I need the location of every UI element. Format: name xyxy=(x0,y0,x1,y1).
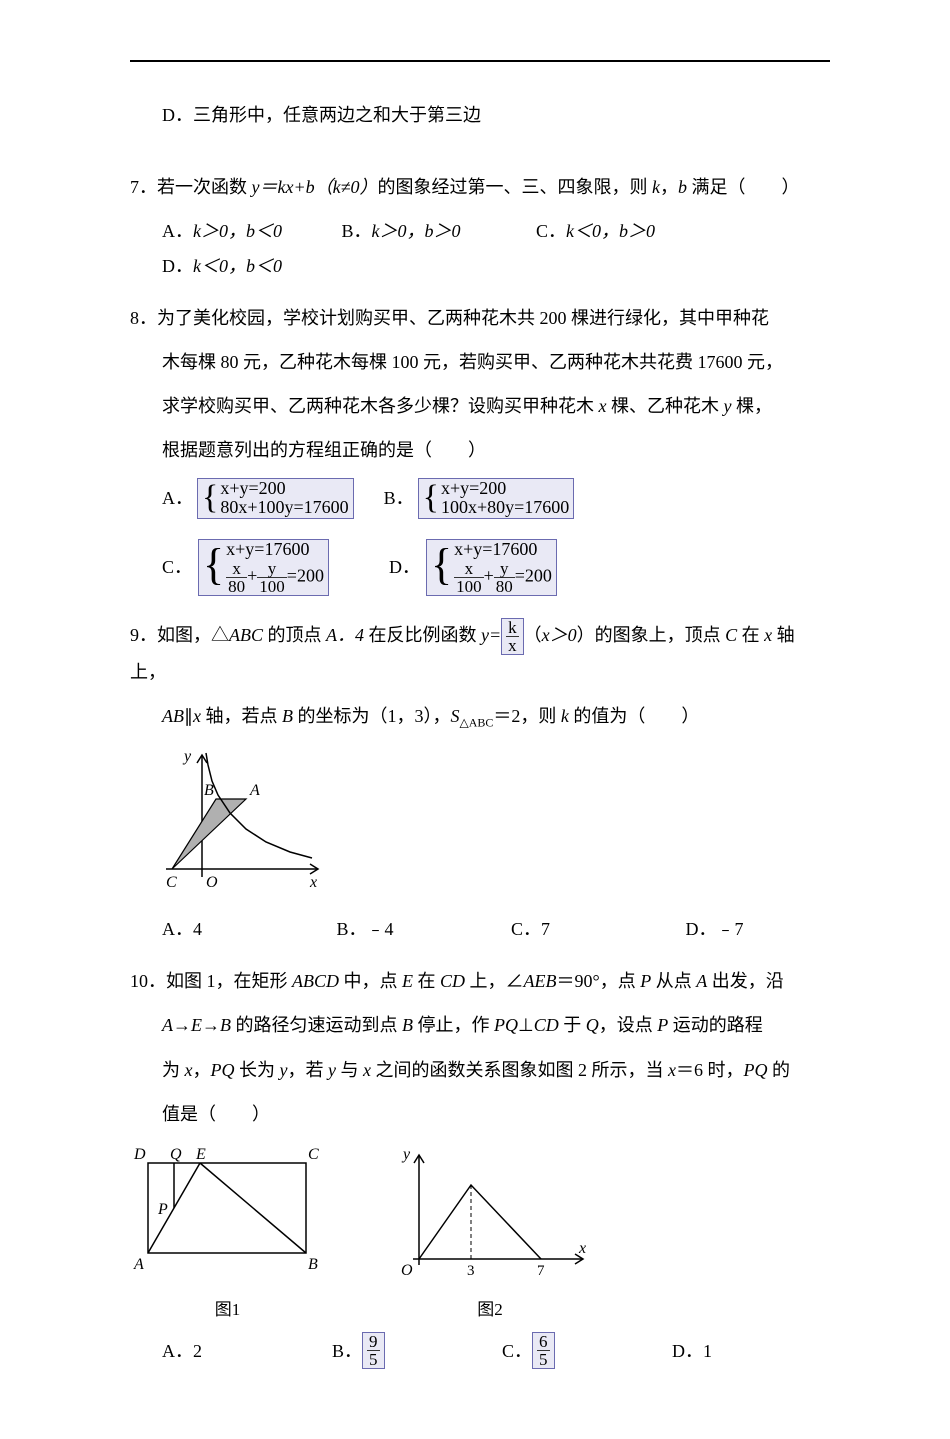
svg-text:x: x xyxy=(578,1240,586,1257)
caption2: 图2 xyxy=(385,1294,595,1326)
system-C: { x+y=17600 x80+y100=200 xyxy=(198,539,329,596)
q9-C: C．7 xyxy=(511,912,681,946)
svg-text:O: O xyxy=(401,1262,413,1279)
q10-svg1: A B C D EQ P xyxy=(130,1141,325,1281)
q10-line3: 为 x，PQ 长为 y，若 y 与 x 之间的函数关系图象如图 2 所示，当 x… xyxy=(130,1053,830,1087)
svg-text:Q: Q xyxy=(170,1146,182,1163)
top-rule xyxy=(130,60,830,62)
svg-text:x: x xyxy=(309,874,317,891)
q8-row1: A． { x+y=200 80x+100y=17600 B． { x+y=200… xyxy=(130,478,830,520)
svg-text:B: B xyxy=(308,1256,318,1273)
q8-line1: 8．为了美化校园，学校计划购买甲、乙两种花木共 200 棵进行绿化，其中甲种花 xyxy=(130,301,830,335)
q8-line2: 木每棵 80 元，乙种花木每棵 100 元，若购买甲、乙两种花木共花费 1760… xyxy=(130,345,830,379)
expr: y＝kx+b（k≠0） xyxy=(252,177,378,197)
q10-svg2: Ox y 3 7 xyxy=(385,1141,595,1281)
q10-line1: 10．如图 1，在矩形 ABCD 中，点 E 在 CD 上，∠AEB＝90°，点… xyxy=(130,964,830,998)
q8-D: D． { x+y=17600 x100+y80=200 xyxy=(389,539,557,596)
q10-C: C．65 xyxy=(502,1332,672,1369)
q10-fig2-wrap: Ox y 3 7 图2 xyxy=(385,1141,595,1326)
q10-line2: A→E→B 的路径匀速运动到点 B 停止，作 PQ⊥CD 于 Q，设点 P 运动… xyxy=(130,1008,830,1042)
q7-stem: 7．若一次函数 y＝kx+b（k≠0）的图象经过第一、三、四象限，则 k，b 满… xyxy=(130,170,830,204)
q9-A: A．4 xyxy=(162,912,332,946)
page: D．三角形中，任意两边之和大于第三边 7．若一次函数 y＝kx+b（k≠0）的图… xyxy=(0,0,950,1439)
svg-text:C: C xyxy=(166,874,177,891)
q9-B: B．﹣4 xyxy=(337,912,507,946)
q9-line1: 9．如图，△ABC 的顶点 A．4 在反比例函数 y=kx（x＞0）的图象上，顶… xyxy=(130,618,830,690)
q7-D: D．k＜0，b＜0 xyxy=(162,249,282,283)
q10-A: A．2 xyxy=(162,1334,332,1368)
q9-line2: AB∥x 轴，若点 B 的坐标为（1，3），S△ABC＝2，则 k 的值为（ ） xyxy=(130,699,830,734)
svg-text:B: B xyxy=(204,782,214,799)
v: k xyxy=(652,177,660,197)
svg-text:E: E xyxy=(195,1146,206,1163)
v: b xyxy=(678,177,687,197)
svg-text:3: 3 xyxy=(467,1263,475,1279)
opt-text: ．三角形中，任意两边之和大于第三边 xyxy=(175,105,481,125)
q8-line4: 根据题意列出的方程组正确的是（ ） xyxy=(130,433,830,467)
q9-D: D．﹣7 xyxy=(686,912,744,946)
q8-B: B． { x+y=200 100x+80y=17600 xyxy=(384,478,575,520)
t: 7．若一次函数 xyxy=(130,177,252,197)
svg-text:P: P xyxy=(157,1201,168,1218)
system-D: { x+y=17600 x100+y80=200 xyxy=(426,539,557,596)
q6-option-d: D．三角形中，任意两边之和大于第三边 xyxy=(130,98,830,132)
system-A: { x+y=200 80x+100y=17600 xyxy=(197,478,354,520)
q9-figure: y x O C B A xyxy=(154,745,830,906)
svg-text:7: 7 xyxy=(537,1263,545,1279)
t: 的图象经过第一、三、四象限，则 xyxy=(377,177,652,197)
q8-C: C． { x+y=17600 x80+y100=200 xyxy=(162,539,329,596)
svg-text:D: D xyxy=(133,1146,146,1163)
q9-options: A．4 B．﹣4 C．7 D．﹣7 xyxy=(130,912,830,946)
system-B: { x+y=200 100x+80y=17600 xyxy=(418,478,575,520)
svg-text:A: A xyxy=(249,782,260,799)
q10-options: A．2 B．95 C．65 D．1 xyxy=(130,1332,830,1369)
q10-D: D．1 xyxy=(672,1334,712,1368)
opt-letter: D xyxy=(162,105,175,125)
svg-text:O: O xyxy=(206,874,218,891)
q10-figures: A B C D EQ P 图1 Ox y 3 7 图2 xyxy=(130,1141,830,1326)
svg-text:C: C xyxy=(308,1146,319,1163)
caption1: 图1 xyxy=(130,1294,325,1326)
q10-line4: 值是（ ） xyxy=(130,1097,830,1131)
q10-B: B．95 xyxy=(332,1332,502,1369)
q8-row2: C． { x+y=17600 x80+y100=200 D． { x+y=176… xyxy=(130,539,830,596)
q7-A: A．k＞0，b＜0 xyxy=(162,214,337,248)
svg-text:y: y xyxy=(182,748,192,765)
t: 满足（ ） xyxy=(687,177,800,197)
q8-A: A． { x+y=200 80x+100y=17600 xyxy=(162,478,354,520)
q7-C: C．k＜0，b＞0 xyxy=(536,214,711,248)
q7-B: B．k＞0，b＞0 xyxy=(342,214,532,248)
q8-line3: 求学校购买甲、乙两种花木各多少棵？设购买甲种花木 x 棵、乙种花木 y 棵， xyxy=(130,389,830,423)
svg-text:y: y xyxy=(401,1146,411,1163)
q7-options: A．k＞0，b＜0 B．k＞0，b＞0 C．k＜0，b＞0 D．k＜0，b＜0 xyxy=(130,214,830,282)
q9-svg: y x O C B A xyxy=(154,745,324,895)
svg-text:A: A xyxy=(133,1256,144,1273)
q10-fig1-wrap: A B C D EQ P 图1 xyxy=(130,1141,325,1326)
t: ， xyxy=(660,177,678,197)
